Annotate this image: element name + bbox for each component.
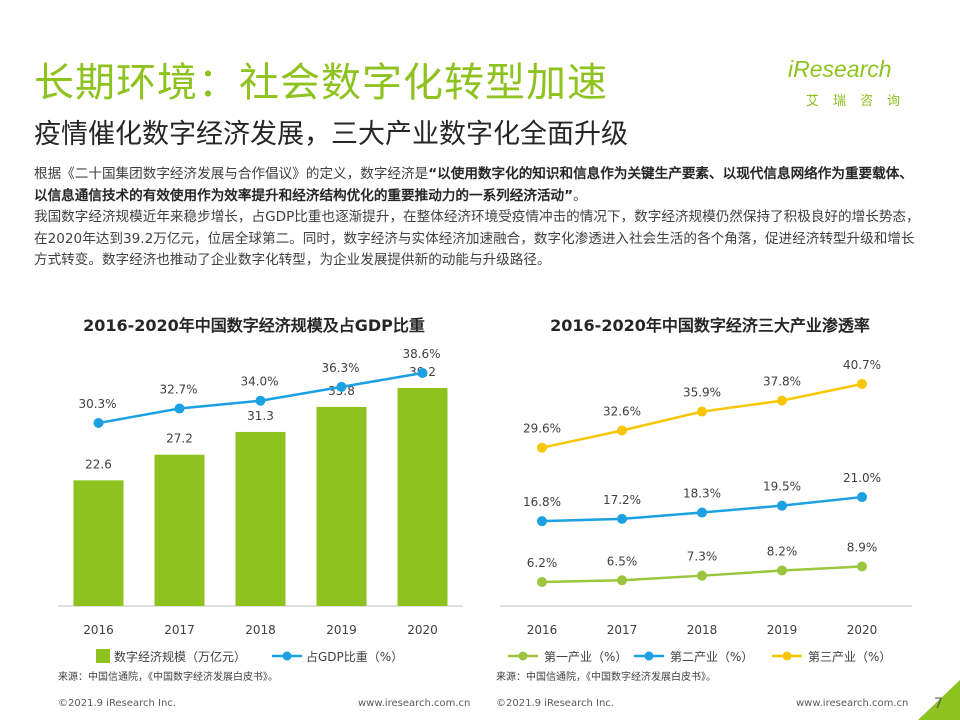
footer-copyright-left: ©2021.9 iResearch Inc. [58, 698, 176, 709]
chart1-gdp-point [255, 395, 266, 406]
footer-url-right: www.iresearch.com.cn [796, 698, 909, 709]
chart2-series-label-2: 17.2% [603, 493, 641, 507]
chart2-series-point-1 [617, 575, 627, 586]
chart2-legend-label-1: 第一产业（%） [544, 650, 627, 664]
chart2-series-label-3: 40.7% [843, 358, 881, 372]
chart2-series-point-1 [777, 565, 787, 576]
chart1-x-tick: 2020 [407, 623, 438, 637]
page-corner-accent [918, 680, 960, 720]
chart2-series-label-1: 8.2% [767, 545, 798, 559]
chart2-x-tick: 2017 [607, 623, 638, 637]
chart2-series-label-3: 29.6% [523, 422, 561, 436]
chart1-gdp-label: 34.0% [240, 375, 278, 389]
chart1-bar [154, 454, 205, 606]
chart2-x-tick: 2016 [527, 623, 558, 637]
chart2-series-point-2 [857, 492, 867, 503]
chart2-series-point-2 [537, 516, 547, 527]
chart2-series-label-1: 8.9% [847, 541, 878, 555]
chart2-series-label-2: 16.8% [523, 495, 561, 509]
chart2-line: 2016 2017 2018 2019 2020 6.2% 6.5% 7.3% 8.2% 8.9%… [500, 358, 912, 664]
intro-p2: 我国数字经济规模近年来稳步增长，占GDP比重也逐渐提升，在整体经济环境受疫情冲击… [34, 209, 920, 269]
chart1-gdp-point [336, 381, 347, 392]
chart1-gdp-label: 36.3% [321, 361, 359, 375]
chart2-title: 2016-2020年中国数字经济三大产业渗透率 [550, 316, 870, 335]
chart2-series-label-2: 18.3% [683, 487, 721, 501]
logo-word: iResearch [788, 56, 892, 82]
chart2-legend-marker-2 [644, 651, 654, 661]
chart2-series-label-3: 37.8% [763, 375, 801, 389]
chart2-series-point-3 [617, 425, 627, 436]
chart2-series-label-1: 7.3% [687, 550, 718, 564]
intro-text: 根据《二十国集团数字经济发展与合作倡议》的定义，数字经济是“以使用数字化的知识和… [34, 164, 926, 272]
chart1-legend-bar-swatch [96, 649, 110, 663]
chart2-series-point-1 [537, 577, 547, 587]
chart1-gdp-point [93, 418, 104, 428]
page-title: 长期环境：社会数字化转型加速 [34, 60, 608, 106]
footer-copyright-right: ©2021.9 iResearch Inc. [496, 698, 614, 709]
chart1-x-tick: 2019 [326, 623, 357, 637]
page-number: 7 [934, 696, 943, 712]
chart2-legend-marker-3 [782, 651, 792, 661]
chart1-bar [235, 431, 286, 606]
chart2-x-tick: 2020 [847, 623, 878, 637]
chart2-series-point-1 [697, 570, 707, 581]
chart2-x-tick: 2018 [687, 623, 718, 637]
chart2-series-point-2 [697, 507, 707, 518]
intro-p1-bold: “以使用数字化的知识和信息作为关键生产要素、以现代信息网络作为重要载体、以信息通… [34, 166, 913, 204]
chart2-series-label-2: 21.0% [843, 471, 881, 485]
chart2-series-point-3 [537, 442, 547, 453]
chart2-series-point-3 [777, 395, 787, 406]
chart1-bar-label: 31.3 [247, 409, 274, 423]
chart1-gdp-label: 30.3% [78, 397, 116, 411]
chart2-x-tick: 2019 [767, 623, 798, 637]
chart2-series-label-3: 32.6% [603, 404, 641, 418]
chart2-legend-marker-1 [518, 651, 528, 661]
chart2-legend-label-2: 第二产业（%） [670, 650, 753, 664]
chart2-series-label-3: 35.9% [683, 386, 721, 400]
chart1-title: 2016-2020年中国数字经济规模及占GDP比重 [83, 316, 425, 335]
chart1-gdp-label: 32.7% [159, 383, 197, 397]
chart1-gdp-label: 38.6% [402, 347, 440, 361]
chart1-bar-label: 22.6 [85, 457, 112, 471]
chart2-series-point-2 [777, 500, 787, 511]
chart1-x-tick: 2017 [164, 623, 195, 637]
chart1-legend-bar-label: 数字经济规模（万亿元） [114, 649, 246, 664]
chart1-bar-line: 22.6201627.2201731.3201835.8201939.22020… [58, 347, 463, 664]
chart1-bar [316, 406, 367, 606]
chart1-gdp-point [417, 368, 428, 378]
chart2-series-point-3 [857, 379, 867, 389]
chart2-series-label-1: 6.5% [607, 554, 638, 568]
logo-subtext: 艾瑞咨询 [806, 94, 915, 109]
chart2-series-point-2 [617, 513, 627, 524]
chart2-source: 来源：中国信通院，《中国数字经济发展白皮书》。 [496, 672, 716, 683]
chart1-gdp-point [174, 403, 185, 414]
chart2-series-label-1: 6.2% [527, 556, 558, 570]
chart1-bar [73, 480, 124, 606]
chart1-bar-label: 27.2 [166, 432, 193, 446]
intro-p1-a: 根据《二十国集团数字经济发展与合作倡议》的定义，数字经济是 [34, 166, 429, 182]
chart1-x-tick: 2016 [83, 623, 114, 637]
iresearch-logo: iResearch 艾瑞咨询 [788, 56, 928, 112]
chart1-legend-line-marker [282, 651, 292, 661]
intro-p1-c: 。 [573, 187, 587, 204]
chart1-x-tick: 2018 [245, 623, 276, 637]
chart2-series-label-2: 19.5% [763, 480, 801, 494]
footer-url-left: www.iresearch.com.cn [358, 698, 471, 709]
chart2-series-point-3 [697, 406, 707, 417]
chart1-legend-line-label: 占GDP比重（%） [306, 649, 403, 664]
chart2-series-point-1 [857, 561, 867, 572]
page-subtitle: 疫情催化数字经济发展，三大产业数字化全面升级 [34, 119, 628, 150]
chart2-legend-label-3: 第三产业（%） [808, 650, 891, 664]
chart1-bar [397, 388, 448, 606]
chart1-source: 来源：中国信通院，《中国数字经济发展白皮书》。 [58, 672, 278, 683]
